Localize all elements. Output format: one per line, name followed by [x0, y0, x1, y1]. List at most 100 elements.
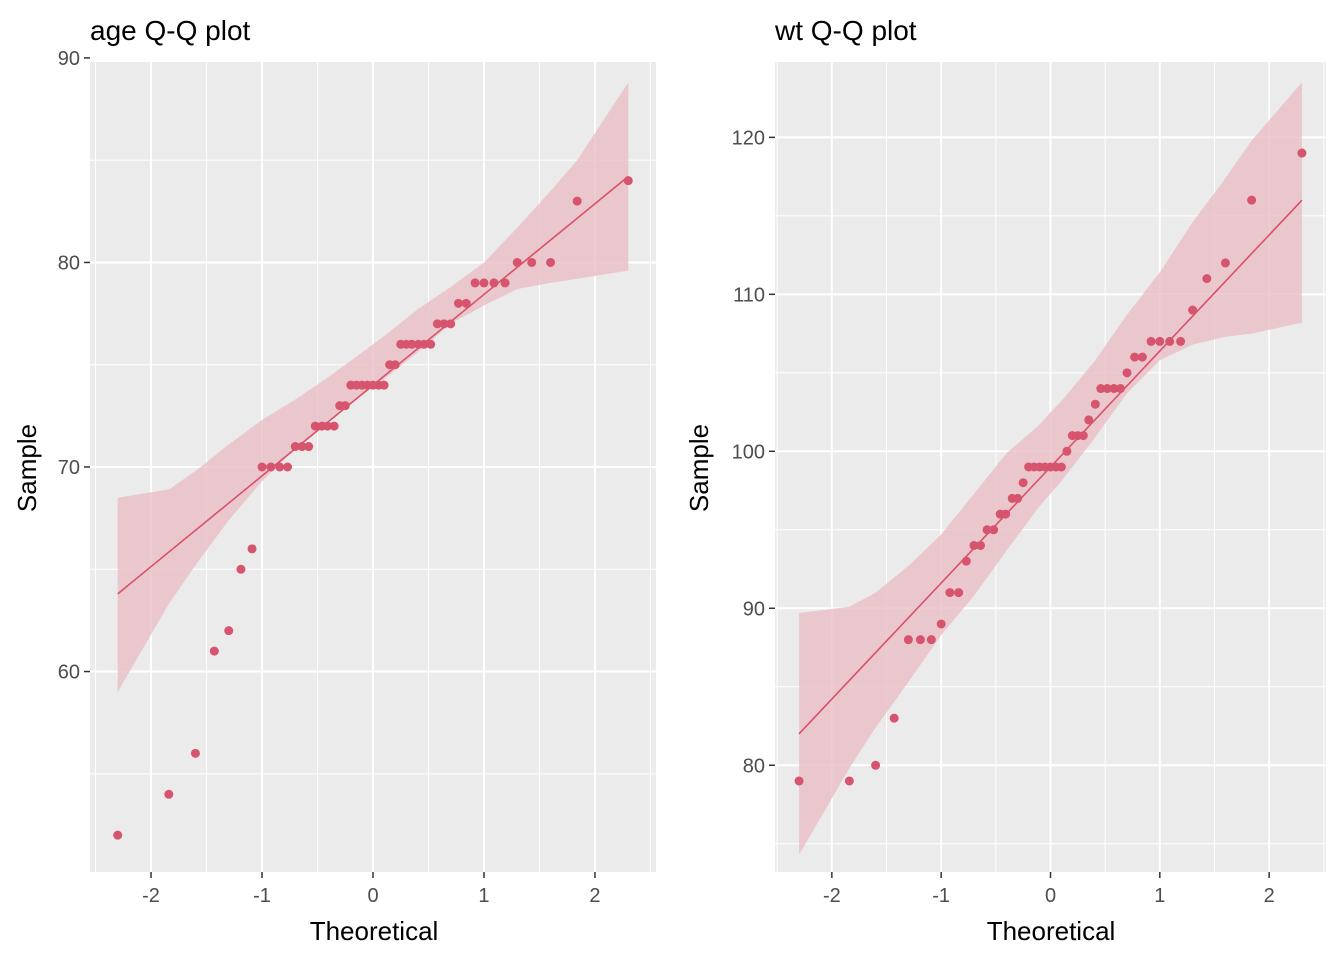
sample-point: [236, 564, 246, 574]
sample-point: [297, 442, 307, 452]
sample-point: [275, 462, 285, 472]
sample-point: [936, 619, 946, 629]
sample-point: [794, 776, 804, 786]
sample-point: [310, 421, 320, 431]
sample-point: [1176, 336, 1186, 346]
sample-point: [954, 588, 964, 598]
y-tick-label: 60: [58, 662, 80, 684]
x-tick-label: 2: [589, 885, 600, 907]
sample-point: [1018, 478, 1028, 488]
sample-point: [453, 298, 463, 308]
plot-area: [90, 56, 656, 872]
sample-point: [1013, 493, 1023, 503]
sample-point: [623, 176, 633, 186]
sample-point: [1297, 148, 1307, 158]
sample-point: [247, 544, 257, 554]
plot-area: [775, 62, 1326, 872]
sample-point: [961, 556, 971, 566]
x-tick-label: 1: [478, 885, 489, 907]
sample-point: [489, 278, 499, 288]
x-axis-title: Theoretical: [987, 916, 1116, 946]
sample-point: [926, 635, 936, 645]
sample-point: [1090, 399, 1100, 409]
sample-point: [322, 421, 332, 431]
x-tick-label: -2: [823, 885, 841, 907]
sample-point: [903, 635, 913, 645]
x-axis-title: Theoretical: [310, 916, 439, 946]
age-qq-panel: age Q-Q plot Theoretical Sample -2 -1 0 1 2 6…: [12, 15, 656, 946]
sample-point: [945, 588, 955, 598]
sample-point: [844, 776, 854, 786]
sample-point: [1137, 352, 1147, 362]
sample-point: [266, 462, 276, 472]
sample-point: [461, 298, 471, 308]
sample-point: [164, 789, 174, 799]
sample-point: [470, 278, 480, 288]
sample-point: [969, 540, 979, 550]
sample-point: [989, 525, 999, 535]
x-tick-label: 2: [1264, 885, 1275, 907]
chart-title: age Q-Q plot: [90, 15, 251, 46]
sample-point: [419, 339, 429, 349]
sample-point: [390, 360, 400, 370]
sample-point: [527, 257, 537, 267]
sample-point: [190, 748, 200, 758]
y-tick-label: 110: [733, 284, 765, 306]
sample-point: [113, 830, 123, 840]
sample-point: [1078, 431, 1088, 441]
sample-point: [1130, 352, 1140, 362]
sample-point: [224, 626, 234, 636]
x-tick-label: 0: [367, 885, 378, 907]
x-tick-label: -1: [932, 885, 950, 907]
sample-point: [1202, 274, 1212, 284]
sample-point: [1056, 462, 1066, 472]
x-tick-label: -1: [253, 885, 271, 907]
sample-point: [546, 257, 556, 267]
sample-point: [976, 540, 986, 550]
sample-point: [446, 319, 456, 329]
sample-point: [500, 278, 510, 288]
sample-point: [1096, 384, 1106, 394]
x-tick-label: 0: [1045, 885, 1056, 907]
sample-point: [982, 525, 992, 535]
sample-point: [1146, 336, 1156, 346]
sample-point: [1102, 384, 1112, 394]
y-axis-title: Sample: [12, 424, 42, 512]
y-axis-title: Sample: [684, 424, 714, 512]
sample-point: [290, 442, 300, 452]
y-tick-label: 120: [732, 127, 765, 149]
sample-point: [379, 380, 389, 390]
y-tick-label: 80: [58, 252, 80, 274]
sample-point: [1084, 415, 1094, 425]
wt-qq-panel: wt Q-Q plot Theoretical Sample -2 -1 0 1 2 80…: [684, 15, 1326, 946]
sample-point: [1188, 305, 1198, 315]
sample-point: [1220, 258, 1230, 268]
y-tick-label: 90: [58, 48, 80, 70]
sample-point: [439, 319, 449, 329]
chart-title: wt Q-Q plot: [774, 15, 917, 46]
sample-point: [572, 196, 582, 206]
sample-point: [1155, 336, 1165, 346]
sample-point: [1115, 384, 1125, 394]
sample-point: [304, 442, 314, 452]
y-tick-label: 100: [732, 441, 765, 463]
sample-point: [426, 339, 436, 349]
sample-point: [283, 462, 293, 472]
sample-point: [209, 646, 219, 656]
sample-point: [407, 339, 417, 349]
sample-point: [1122, 368, 1132, 378]
sample-point: [1001, 509, 1011, 519]
sample-point: [479, 278, 489, 288]
sample-point: [432, 319, 442, 329]
sample-point: [257, 462, 267, 472]
y-tick-label: 90: [743, 598, 765, 620]
x-tick-label: -2: [142, 885, 160, 907]
y-tick-label: 70: [58, 457, 80, 479]
y-tick-label: 80: [743, 755, 765, 777]
sample-point: [1062, 446, 1072, 456]
x-tick-label: 1: [1154, 885, 1165, 907]
sample-point: [1165, 336, 1175, 346]
sample-point: [889, 713, 899, 723]
sample-point: [512, 257, 522, 267]
